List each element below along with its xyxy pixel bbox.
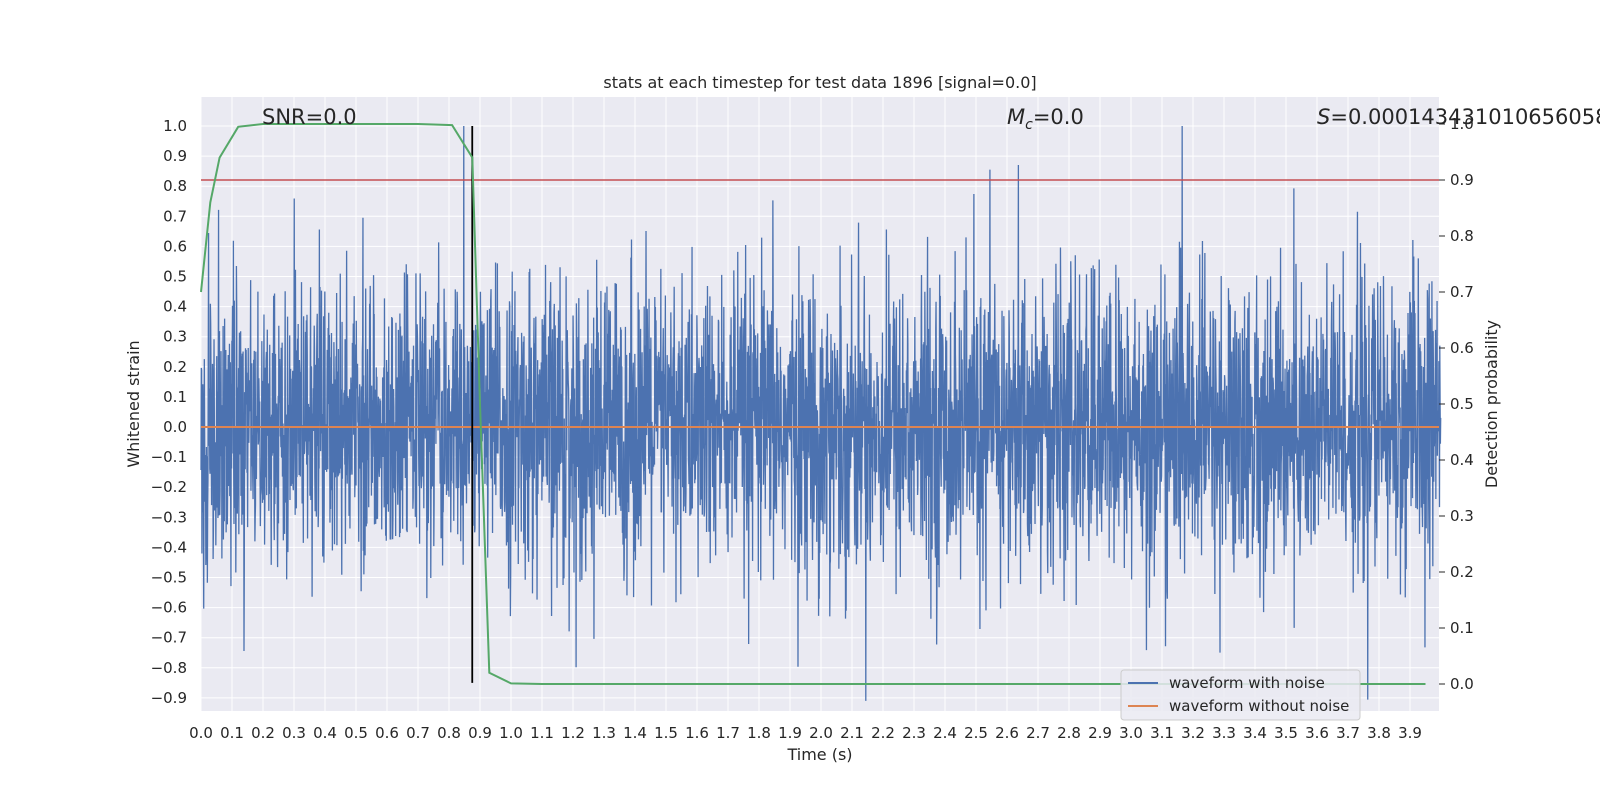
- y2-tick-label: 0.1: [1450, 619, 1474, 637]
- mc-symbol: M: [1007, 105, 1025, 129]
- x-tick-label: 3.4: [1243, 724, 1267, 742]
- y-tick-label: −0.8: [151, 659, 187, 677]
- x-tick-label: 0.2: [251, 724, 275, 742]
- legend-label-clean: waveform without noise: [1169, 697, 1349, 715]
- x-tick-label: 0.5: [344, 724, 368, 742]
- s-symbol: S: [1317, 105, 1330, 129]
- x-tick-label: 1.2: [561, 724, 585, 742]
- y-tick-label: −0.7: [151, 629, 187, 647]
- x-tick-label: 0.8: [437, 724, 461, 742]
- x-tick-label: 1.6: [685, 724, 709, 742]
- chart-title: stats at each timestep for test data 189…: [603, 73, 1036, 92]
- x-tick-label: 1.9: [778, 724, 802, 742]
- y-tick-label: −0.9: [151, 689, 187, 707]
- legend-box: [1120, 669, 1361, 721]
- y2-tick-label: 0.7: [1450, 283, 1474, 301]
- x-tick-label: 1.7: [716, 724, 740, 742]
- y-tick-label: −0.1: [151, 448, 187, 466]
- y-tick-labels: 1.0 0.9 0.8 0.7 0.6 0.5 0.4 0.3 0.2 0.1 0.0 −0.1 −0.…: [151, 117, 187, 707]
- x-tick-label: 1.5: [654, 724, 678, 742]
- x-tick-label: 2.4: [933, 724, 957, 742]
- x-tick-label: 3.1: [1150, 724, 1174, 742]
- x-tick-label: 3.2: [1181, 724, 1205, 742]
- s-value: =0.00014343101065605879: [1330, 105, 1600, 129]
- y2-tick-label: 0.4: [1450, 451, 1474, 469]
- x-tick-label: 2.5: [964, 724, 988, 742]
- x-tick-label: 3.9: [1398, 724, 1422, 742]
- mc-value: =0.0: [1033, 105, 1084, 129]
- mc-annotation: Mc=0.0: [1007, 105, 1084, 133]
- waveform-with-noise-line: [200, 125, 1442, 701]
- y-tick-label: −0.2: [151, 478, 187, 496]
- series-lines: [200, 123, 1439, 685]
- x-tick-label: 2.7: [1026, 724, 1050, 742]
- x-tick-label: 2.0: [809, 724, 833, 742]
- x-tick-label: 0.4: [313, 724, 337, 742]
- y-tick-label: 0.1: [163, 388, 187, 406]
- x-tick-label: 1.3: [592, 724, 616, 742]
- y2-tick-label: 0.0: [1450, 675, 1474, 693]
- y-tick-label: −0.5: [151, 569, 187, 587]
- x-axis-label: Time (s): [786, 745, 852, 764]
- y-tick-label: 0.5: [163, 268, 187, 286]
- y2-tick-labels: 1.0 0.9 0.8 0.7 0.6 0.5 0.4 0.3 0.2 0.1 0.0: [1439, 115, 1474, 693]
- detection-probability-line: [200, 123, 1426, 685]
- x-tick-label: 3.5: [1274, 724, 1298, 742]
- legend-label-noise: waveform with noise: [1169, 674, 1325, 692]
- x-tick-label: 2.9: [1088, 724, 1112, 742]
- x-tick-label: 2.2: [871, 724, 895, 742]
- series-waveform-with-noise: [200, 125, 1442, 701]
- s-annotation: S=0.00014343101065605879: [1317, 105, 1600, 129]
- x-tick-label: 1.8: [747, 724, 771, 742]
- x-tick-label: 0.6: [375, 724, 399, 742]
- legend: waveform with noise waveform without noi…: [1120, 669, 1361, 721]
- y2-tick-label: 1.0: [1450, 115, 1474, 133]
- y-tick-label: 0.8: [163, 177, 187, 195]
- x-tick-label: 3.3: [1212, 724, 1236, 742]
- snr-annotation: SNR=0.0: [262, 105, 357, 129]
- y-tick-label: 0.0: [163, 418, 187, 436]
- y2-tick-label: 0.6: [1450, 339, 1474, 357]
- x-tick-label: 1.1: [530, 724, 554, 742]
- y-tick-label: 0.4: [163, 298, 187, 316]
- y-tick-label: 0.3: [163, 328, 187, 346]
- y-tick-label: 0.7: [163, 207, 187, 225]
- y2-tick-label: 0.8: [1450, 227, 1474, 245]
- x-tick-label: 3.7: [1336, 724, 1360, 742]
- x-tick-label: 0.3: [282, 724, 306, 742]
- x-tick-label: 2.1: [840, 724, 864, 742]
- y-tick-label: 1.0: [163, 117, 187, 135]
- y-tick-label: 0.9: [163, 147, 187, 165]
- y-tick-label: −0.4: [151, 538, 187, 556]
- x-tick-label: 1.4: [623, 724, 647, 742]
- y2-tick-label: 0.2: [1450, 563, 1474, 581]
- mc-subscript: c: [1025, 117, 1033, 133]
- x-tick-label: 0.7: [406, 724, 430, 742]
- y-tick-label: 0.6: [163, 237, 187, 255]
- x-tick-label: 3.6: [1305, 724, 1329, 742]
- x-tick-label: 2.8: [1057, 724, 1081, 742]
- y-axis-label: Whitened strain: [124, 340, 143, 467]
- x-tick-label: 1.0: [499, 724, 523, 742]
- y2-axis-label: Detection probability: [1482, 320, 1501, 488]
- x-tick-label: 3.8: [1367, 724, 1391, 742]
- y-tick-label: −0.6: [151, 599, 187, 617]
- x-tick-label: 2.6: [995, 724, 1019, 742]
- x-tick-label: 0.1: [220, 724, 244, 742]
- x-tick-label: 3.0: [1119, 724, 1143, 742]
- y-tick-label: 0.2: [163, 358, 187, 376]
- x-tick-label: 0.9: [468, 724, 492, 742]
- y2-tick-label: 0.3: [1450, 507, 1474, 525]
- y2-tick-label: 0.9: [1450, 171, 1474, 189]
- x-tick-labels: 0.0 0.1 0.2 0.3 0.4 0.5 0.6 0.7 0.8 0.9 1.0 1.1 1.2 1…: [189, 724, 1422, 742]
- x-tick-label: 2.3: [902, 724, 926, 742]
- y-tick-label: −0.3: [151, 508, 187, 526]
- x-tick-label: 0.0: [189, 724, 213, 742]
- y2-tick-label: 0.5: [1450, 395, 1474, 413]
